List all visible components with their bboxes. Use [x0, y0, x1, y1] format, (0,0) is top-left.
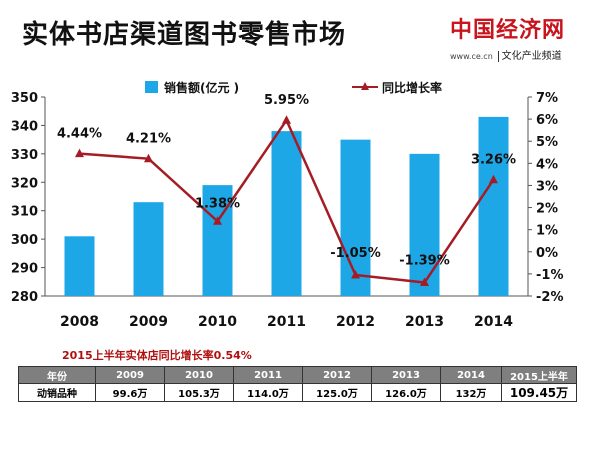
page-title: 实体书店渠道图书零售市场 [22, 20, 347, 50]
bar [64, 236, 95, 296]
legend-swatch-marker [361, 82, 369, 90]
x-tick-label: 2012 [336, 314, 375, 330]
bar [202, 185, 233, 296]
table-cell: 125.0万 [302, 383, 372, 402]
y-right-tick-label: -2% [536, 290, 563, 305]
growth-data-label: -1.05% [330, 246, 381, 261]
table-cell: 114.0万 [233, 383, 303, 402]
growth-point [75, 148, 84, 158]
titles-table: 年份 2009 2010 2011 2012 2013 2014 2015上半年… [18, 366, 577, 402]
growth-point [351, 269, 360, 279]
growth-point [489, 174, 498, 184]
growth-point [282, 115, 291, 124]
legend-label-growth: 同比增长率 [382, 80, 442, 95]
table-header-cell: 2014 [440, 366, 502, 384]
y-left-tick-label: 350 [11, 91, 38, 106]
sales-growth-chart: 280 290 300 310 320 330 340 350 -2% -1% 0% 1% 2% 3% 4%… [11, 80, 564, 330]
y-right-tick-label: 4% [536, 157, 558, 172]
legend-swatch-bar [145, 81, 158, 93]
y-right-tick-label: 0% [536, 246, 558, 261]
x-tick-label: 2014 [474, 314, 513, 330]
growth-data-label: 4.21% [126, 132, 171, 147]
y-right-tick-label: 3% [536, 179, 558, 194]
y-left-tick-label: 310 [11, 205, 38, 220]
table-row-label: 动销品种 [18, 383, 96, 402]
growth-point [213, 216, 222, 225]
y-left-tick-label: 280 [11, 290, 38, 305]
table-header-cell: 2012 [302, 366, 372, 384]
y-right-tick-label: -1% [536, 268, 563, 283]
y-left-tick-label: 330 [11, 148, 38, 163]
bar [340, 139, 371, 296]
table-cell-highlight: 109.45万 [501, 383, 577, 402]
growth-data-label: 3.26% [471, 153, 516, 168]
brand-channel: 文化产业频道 [497, 51, 562, 62]
growth-point [144, 153, 153, 163]
y-left-tick-label: 300 [11, 233, 38, 248]
growth-data-label: 4.44% [57, 127, 102, 142]
growth-data-label: -1.39% [399, 254, 450, 269]
brand-subline: www.ce.cn 文化产业频道 [450, 47, 590, 62]
growth-data-label: 1.38% [195, 196, 240, 211]
y-right-tick-label: 2% [536, 202, 558, 217]
growth-data-label: 5.95% [264, 93, 309, 108]
x-tick-label: 2010 [198, 314, 237, 330]
x-tick-label: 2011 [267, 314, 306, 330]
y-left-tick-label: 320 [11, 176, 38, 191]
table-header-cell: 2015上半年 [501, 366, 577, 384]
y-left-tick-label: 340 [11, 119, 38, 134]
y-left-tick-label: 290 [11, 262, 38, 277]
y-right-tick-label: 6% [536, 113, 558, 128]
growth-note: 2015上半年实体店同比增长率0.54% [62, 349, 252, 362]
table-header-cell: 2010 [164, 366, 234, 384]
x-tick-label: 2009 [129, 314, 168, 330]
table-header-cell: 2011 [233, 366, 303, 384]
bar [478, 116, 509, 297]
table-header-cell: 年份 [18, 366, 96, 384]
brand-name: 中国经济网 [450, 17, 566, 43]
table-header-cell: 2009 [95, 366, 165, 384]
growth-point [420, 277, 429, 287]
table-row: 动销品种 99.6万 105.3万 114.0万 125.0万 126.0万 1… [18, 383, 577, 402]
table-cell: 132万 [440, 383, 502, 402]
table-cell: 126.0万 [371, 383, 441, 402]
table-cell: 105.3万 [164, 383, 234, 402]
table-cell: 99.6万 [95, 383, 165, 402]
table-header-cell: 2013 [371, 366, 441, 384]
table-header-row: 年份 2009 2010 2011 2012 2013 2014 2015上半年 [18, 366, 577, 384]
x-tick-label: 2008 [60, 314, 99, 330]
bar [133, 202, 164, 296]
y-right-tick-label: 5% [536, 135, 558, 150]
y-right-tick-label: 1% [536, 224, 558, 239]
bar [409, 153, 440, 296]
y-right-tick-label: 7% [536, 91, 558, 106]
legend-label-sales: 销售额(亿元 ) [164, 80, 239, 95]
brand-url: www.ce.cn [450, 52, 493, 61]
brand-logo: 中国经济网 www.ce.cn 文化产业频道 [450, 12, 590, 64]
x-tick-label: 2013 [405, 314, 444, 330]
bar [271, 131, 302, 296]
